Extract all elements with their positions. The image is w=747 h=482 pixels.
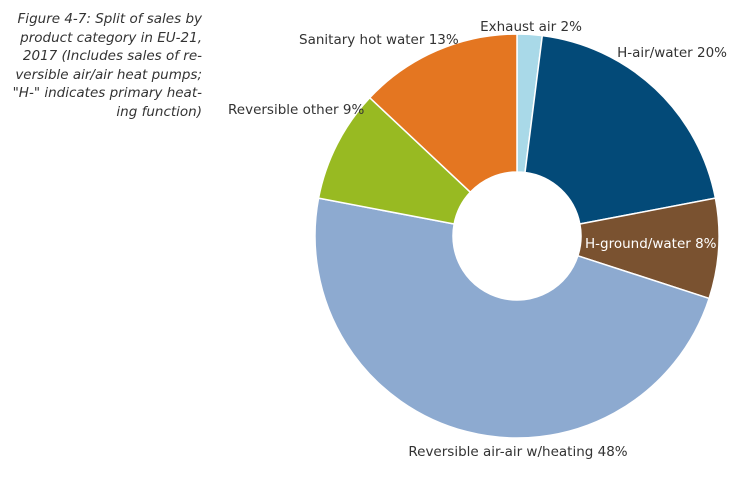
caption-line: versible air/air heat pumps; [15,66,202,83]
slice-label: Exhaust air 2% [480,19,582,35]
pie-slice [368,33,518,194]
slice-label: H-air/water 20% [617,45,727,61]
pie-slice [314,197,711,439]
caption-line: Figure 4-7: Split of sales by [17,11,202,27]
slice-label: H-ground/water 8% [585,236,717,252]
slice-label: Sanitary hot water 13% [299,32,459,48]
slice-label: Reversible air-air w/heating 48% [408,444,627,460]
caption-line: product category in EU-21, [20,29,202,46]
caption-line: ing function) [116,103,202,120]
slice-label: Reversible other 9% [228,102,364,118]
caption-line: 2017 (Includes sales of re- [22,48,202,64]
caption-line: "H-" indicates primary heat- [12,85,202,101]
pie-slice [524,34,717,225]
chart-caption: Figure 4-7: Split of sales by product ca… [4,10,202,121]
